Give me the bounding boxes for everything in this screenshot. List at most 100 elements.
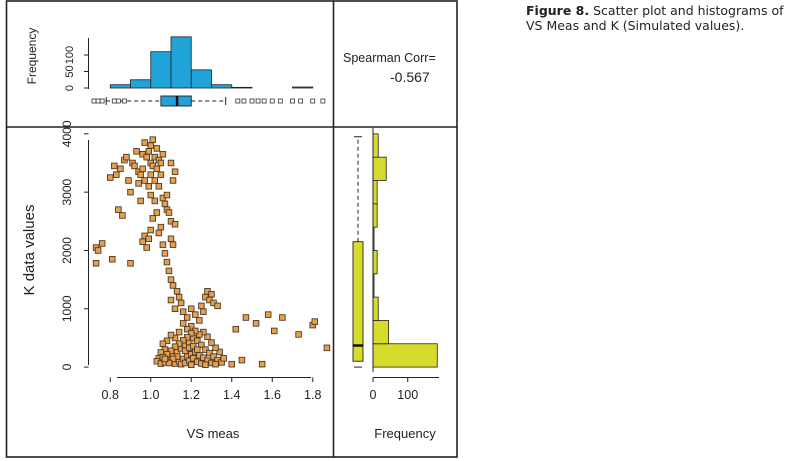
top-box-outlier: [249, 98, 255, 104]
scatter-point: [177, 299, 185, 307]
scatter-xtick-label: 1.8: [304, 388, 321, 402]
figure-panel: 0 50 100 Frequency Spearman Corr= -0.567 0…: [5, 0, 458, 458]
scatter-point: [264, 311, 272, 318]
scatter-point: [92, 260, 100, 267]
scatter-point: [258, 360, 266, 368]
scatter-xlabel: VS meas: [187, 426, 240, 441]
scatter-x-ticks: 0.8 1.0 1.2 1.4 1.6 1.8: [102, 377, 321, 402]
scatter-point: [210, 353, 217, 360]
scatter-point: [147, 142, 154, 149]
scatter-point: [151, 177, 159, 184]
scatter-point: [157, 171, 165, 178]
scatter-point: [145, 148, 152, 155]
scatter-point: [149, 136, 157, 143]
right-hist-bar: [372, 180, 378, 205]
scatter-point: [155, 183, 163, 190]
scatter-point: [169, 355, 177, 363]
scatter-point: [117, 165, 124, 173]
scatter-point: [163, 258, 171, 266]
scatter-point: [187, 361, 195, 369]
scatter-point: [167, 159, 175, 167]
scatter-point: [157, 159, 165, 167]
scatter-point: [311, 318, 319, 325]
top-hist-bar: [150, 51, 172, 89]
scatter-point: [171, 168, 179, 175]
scatter-point: [151, 197, 159, 205]
top-box-outlier: [111, 98, 117, 104]
scatter-point: [171, 220, 179, 228]
top-hist-ytick-label: 50: [64, 65, 76, 77]
scatter-point: [212, 360, 219, 368]
caption-text: Scatter plot and histograms of VS Meas a…: [526, 3, 784, 33]
scatter-point: [202, 346, 209, 353]
scatter-point: [295, 331, 302, 338]
scatter-point: [173, 288, 181, 295]
scatter-point: [147, 226, 154, 234]
caption-label: Figure 8.: [526, 3, 590, 18]
scatter-point: [127, 188, 134, 196]
top-box-outlier: [241, 98, 247, 104]
right-hist-bar: [372, 203, 378, 228]
scatter-point: [323, 344, 331, 352]
scatter-point: [135, 180, 142, 187]
scatter-point: [196, 317, 203, 324]
scatter-point: [139, 165, 146, 173]
scatter-ytick-label: 4000: [60, 120, 74, 147]
scatter-point: [206, 349, 213, 357]
scatter-point: [271, 327, 278, 335]
scatter-point: [179, 308, 187, 315]
scatter-point: [242, 314, 250, 321]
scatter-point: [137, 197, 144, 205]
top-box-outlier: [261, 98, 267, 104]
scatter-point: [252, 320, 260, 327]
scatter-y-ticks: 0 1000 2000 3000 4000: [60, 120, 89, 370]
top-box-outlier: [255, 98, 261, 104]
scatter-point: [149, 215, 157, 222]
scatter-point: [141, 177, 148, 184]
top-hist-ylabel: Frequency: [25, 28, 39, 85]
scatter-point: [167, 235, 175, 243]
figure-frame: [5, 0, 458, 458]
scatter-point: [165, 209, 173, 216]
scatter-point: [208, 290, 215, 298]
scatter-point: [196, 331, 203, 338]
scatter-point: [228, 360, 235, 368]
scatter-point: [220, 355, 227, 362]
scatter-point: [131, 162, 138, 170]
scatter-point: [109, 255, 116, 263]
scatter-point: [183, 325, 191, 333]
scatter-point: [111, 162, 118, 170]
scatter-ytick-label: 0: [60, 363, 74, 370]
top-box-outlier: [235, 98, 241, 104]
scatter-point: [145, 183, 152, 190]
right-hist-x-ticks: 0 100: [370, 377, 418, 402]
scatter-point: [167, 347, 175, 355]
scatter-xtick-label: 0.8: [102, 388, 119, 402]
scatter-point: [137, 171, 144, 178]
right-hist-xlabel: Frequency: [374, 426, 436, 441]
top-hist-ytick-label: 0: [64, 85, 76, 91]
right-hist-xtick-label: 100: [397, 388, 418, 402]
top-hist-bar: [211, 84, 233, 89]
scatter-point: [143, 153, 150, 161]
scatter-point: [125, 177, 132, 184]
scatter-point: [279, 314, 286, 321]
scatter-point: [123, 153, 130, 161]
scatter-point: [145, 235, 152, 243]
scatter-point: [198, 302, 205, 310]
scatter-point: [183, 314, 191, 321]
scatter-point: [98, 240, 106, 247]
top-box-outlier: [310, 98, 316, 104]
right-boxplot: [352, 136, 364, 368]
right-box-iqr: [352, 241, 364, 362]
spearman-label: Spearman Corr=: [343, 51, 436, 65]
spearman-value: -0.567: [390, 69, 430, 85]
scatter-point: [155, 229, 163, 237]
right-hist-bar: [372, 296, 379, 321]
scatter-point: [238, 356, 246, 364]
scatter-point: [141, 139, 148, 146]
top-hist-bar: [130, 79, 152, 89]
scatter-point: [165, 267, 173, 275]
scatter-point: [198, 341, 205, 349]
